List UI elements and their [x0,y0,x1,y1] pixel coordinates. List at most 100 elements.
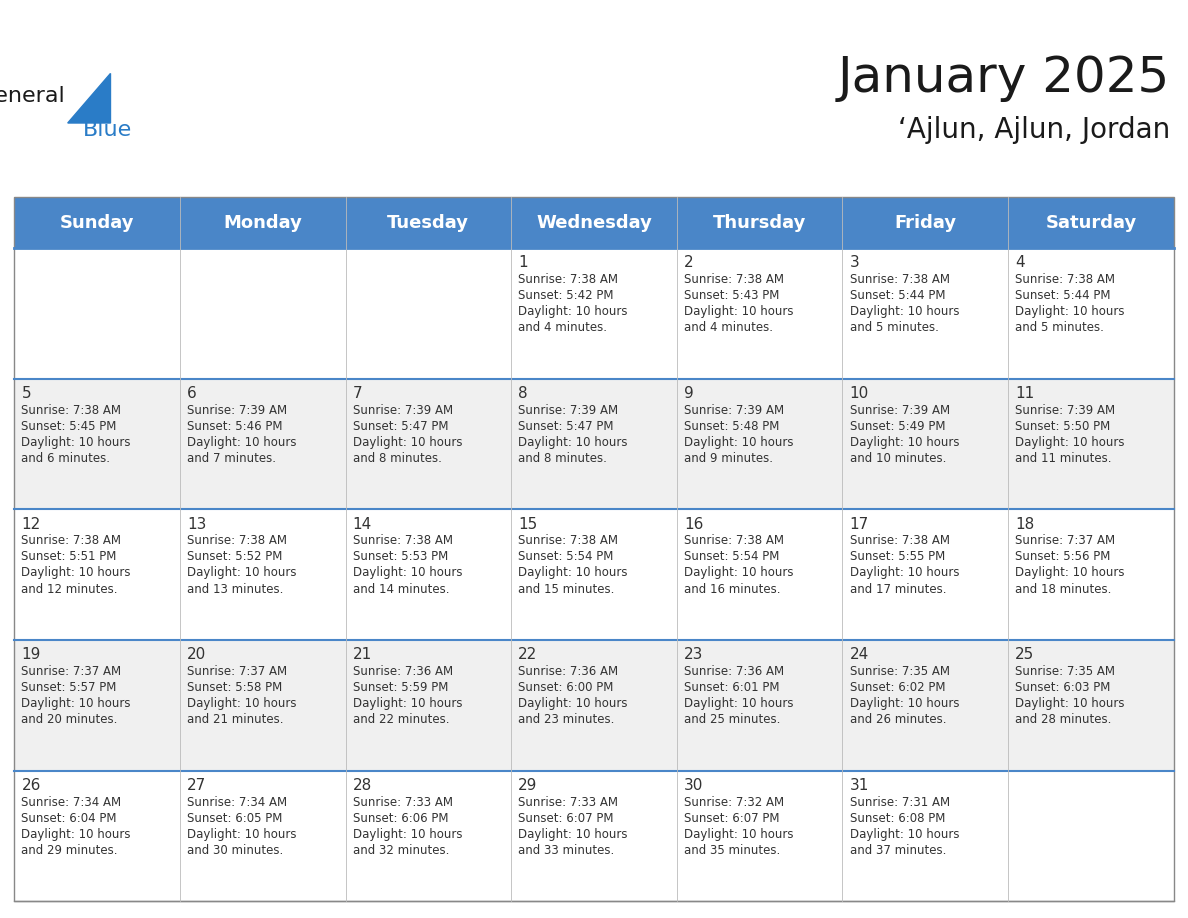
Text: Daylight: 10 hours: Daylight: 10 hours [518,305,627,318]
Text: Sunset: 6:07 PM: Sunset: 6:07 PM [518,812,614,825]
Text: Sunrise: 7:36 AM: Sunrise: 7:36 AM [684,665,784,678]
Text: and 4 minutes.: and 4 minutes. [684,321,773,334]
Text: Sunrise: 7:31 AM: Sunrise: 7:31 AM [849,796,949,809]
Text: Sunrise: 7:37 AM: Sunrise: 7:37 AM [21,665,121,678]
Text: 2: 2 [684,255,694,270]
Text: 11: 11 [1016,386,1035,401]
Text: Sunrise: 7:38 AM: Sunrise: 7:38 AM [21,404,121,417]
Text: Sunrise: 7:36 AM: Sunrise: 7:36 AM [353,665,453,678]
Text: Sunset: 5:51 PM: Sunset: 5:51 PM [21,551,116,564]
Text: Saturday: Saturday [1045,214,1137,231]
Text: Daylight: 10 hours: Daylight: 10 hours [1016,436,1125,449]
Text: Sunrise: 7:35 AM: Sunrise: 7:35 AM [1016,665,1116,678]
Text: Sunset: 5:57 PM: Sunset: 5:57 PM [21,681,116,694]
Text: and 8 minutes.: and 8 minutes. [518,452,607,465]
Text: and 22 minutes.: and 22 minutes. [353,713,449,726]
Text: and 30 minutes.: and 30 minutes. [187,844,283,857]
Text: Sunset: 5:56 PM: Sunset: 5:56 PM [1016,551,1111,564]
Text: Thursday: Thursday [713,214,807,231]
Text: Sunrise: 7:39 AM: Sunrise: 7:39 AM [684,404,784,417]
Text: 24: 24 [849,647,868,663]
Text: and 25 minutes.: and 25 minutes. [684,713,781,726]
Text: 21: 21 [353,647,372,663]
Text: Daylight: 10 hours: Daylight: 10 hours [684,305,794,318]
Text: 23: 23 [684,647,703,663]
Text: and 28 minutes.: and 28 minutes. [1016,713,1112,726]
Text: and 14 minutes.: and 14 minutes. [353,583,449,596]
Text: General: General [0,86,65,106]
Text: Daylight: 10 hours: Daylight: 10 hours [518,436,627,449]
Text: Sunset: 5:47 PM: Sunset: 5:47 PM [353,420,448,432]
Text: 18: 18 [1016,517,1035,532]
Text: and 12 minutes.: and 12 minutes. [21,583,118,596]
Text: Daylight: 10 hours: Daylight: 10 hours [187,828,297,841]
Text: Wednesday: Wednesday [536,214,652,231]
Text: 1: 1 [518,255,527,270]
Text: Sunrise: 7:38 AM: Sunrise: 7:38 AM [187,534,287,547]
Text: Sunrise: 7:33 AM: Sunrise: 7:33 AM [353,796,453,809]
Text: and 15 minutes.: and 15 minutes. [518,583,614,596]
Text: 29: 29 [518,778,538,793]
Text: Sunset: 5:47 PM: Sunset: 5:47 PM [518,420,614,432]
Text: 10: 10 [849,386,868,401]
Text: and 35 minutes.: and 35 minutes. [684,844,781,857]
Text: 26: 26 [21,778,40,793]
Text: Sunset: 5:46 PM: Sunset: 5:46 PM [187,420,283,432]
Text: Daylight: 10 hours: Daylight: 10 hours [21,436,131,449]
Text: Sunset: 6:06 PM: Sunset: 6:06 PM [353,812,448,825]
Text: Sunset: 6:04 PM: Sunset: 6:04 PM [21,812,116,825]
Text: and 7 minutes.: and 7 minutes. [187,452,276,465]
Text: Sunrise: 7:34 AM: Sunrise: 7:34 AM [21,796,121,809]
Text: Sunset: 5:50 PM: Sunset: 5:50 PM [1016,420,1111,432]
Text: 8: 8 [518,386,527,401]
Text: Sunset: 6:05 PM: Sunset: 6:05 PM [187,812,283,825]
Text: 9: 9 [684,386,694,401]
Text: Sunset: 6:01 PM: Sunset: 6:01 PM [684,681,779,694]
Text: Sunset: 6:03 PM: Sunset: 6:03 PM [1016,681,1111,694]
Text: Daylight: 10 hours: Daylight: 10 hours [684,566,794,579]
Text: Sunset: 5:58 PM: Sunset: 5:58 PM [187,681,283,694]
Text: 5: 5 [21,386,31,401]
Text: Sunset: 6:00 PM: Sunset: 6:00 PM [518,681,614,694]
Text: 4: 4 [1016,255,1025,270]
Text: and 17 minutes.: and 17 minutes. [849,583,946,596]
Text: 30: 30 [684,778,703,793]
Text: 20: 20 [187,647,207,663]
Text: and 6 minutes.: and 6 minutes. [21,452,110,465]
Text: Sunset: 5:54 PM: Sunset: 5:54 PM [684,551,779,564]
Text: Daylight: 10 hours: Daylight: 10 hours [187,697,297,711]
Text: Friday: Friday [895,214,956,231]
Text: 25: 25 [1016,647,1035,663]
Text: Sunrise: 7:38 AM: Sunrise: 7:38 AM [1016,273,1116,285]
Text: Daylight: 10 hours: Daylight: 10 hours [518,697,627,711]
Text: Sunset: 5:55 PM: Sunset: 5:55 PM [849,551,944,564]
Text: Sunset: 6:08 PM: Sunset: 6:08 PM [849,812,944,825]
Text: Sunrise: 7:36 AM: Sunrise: 7:36 AM [518,665,619,678]
Text: Sunrise: 7:38 AM: Sunrise: 7:38 AM [353,534,453,547]
Text: Sunset: 6:07 PM: Sunset: 6:07 PM [684,812,779,825]
Text: and 9 minutes.: and 9 minutes. [684,452,773,465]
Text: Sunrise: 7:39 AM: Sunrise: 7:39 AM [1016,404,1116,417]
Text: and 11 minutes.: and 11 minutes. [1016,452,1112,465]
Text: Daylight: 10 hours: Daylight: 10 hours [849,305,959,318]
Text: and 37 minutes.: and 37 minutes. [849,844,946,857]
Text: 17: 17 [849,517,868,532]
Text: 15: 15 [518,517,537,532]
Text: 3: 3 [849,255,859,270]
Text: and 33 minutes.: and 33 minutes. [518,844,614,857]
Text: Daylight: 10 hours: Daylight: 10 hours [684,828,794,841]
Text: Daylight: 10 hours: Daylight: 10 hours [353,828,462,841]
Text: 27: 27 [187,778,207,793]
Text: Sunset: 5:52 PM: Sunset: 5:52 PM [187,551,283,564]
Text: Daylight: 10 hours: Daylight: 10 hours [849,828,959,841]
Text: Daylight: 10 hours: Daylight: 10 hours [684,697,794,711]
Text: Sunset: 5:49 PM: Sunset: 5:49 PM [849,420,946,432]
Text: 14: 14 [353,517,372,532]
Text: Sunrise: 7:38 AM: Sunrise: 7:38 AM [21,534,121,547]
Text: Daylight: 10 hours: Daylight: 10 hours [849,436,959,449]
Text: and 26 minutes.: and 26 minutes. [849,713,946,726]
Text: Sunrise: 7:39 AM: Sunrise: 7:39 AM [518,404,619,417]
Text: and 23 minutes.: and 23 minutes. [518,713,614,726]
Text: Sunrise: 7:38 AM: Sunrise: 7:38 AM [684,534,784,547]
Text: Sunrise: 7:33 AM: Sunrise: 7:33 AM [518,796,618,809]
